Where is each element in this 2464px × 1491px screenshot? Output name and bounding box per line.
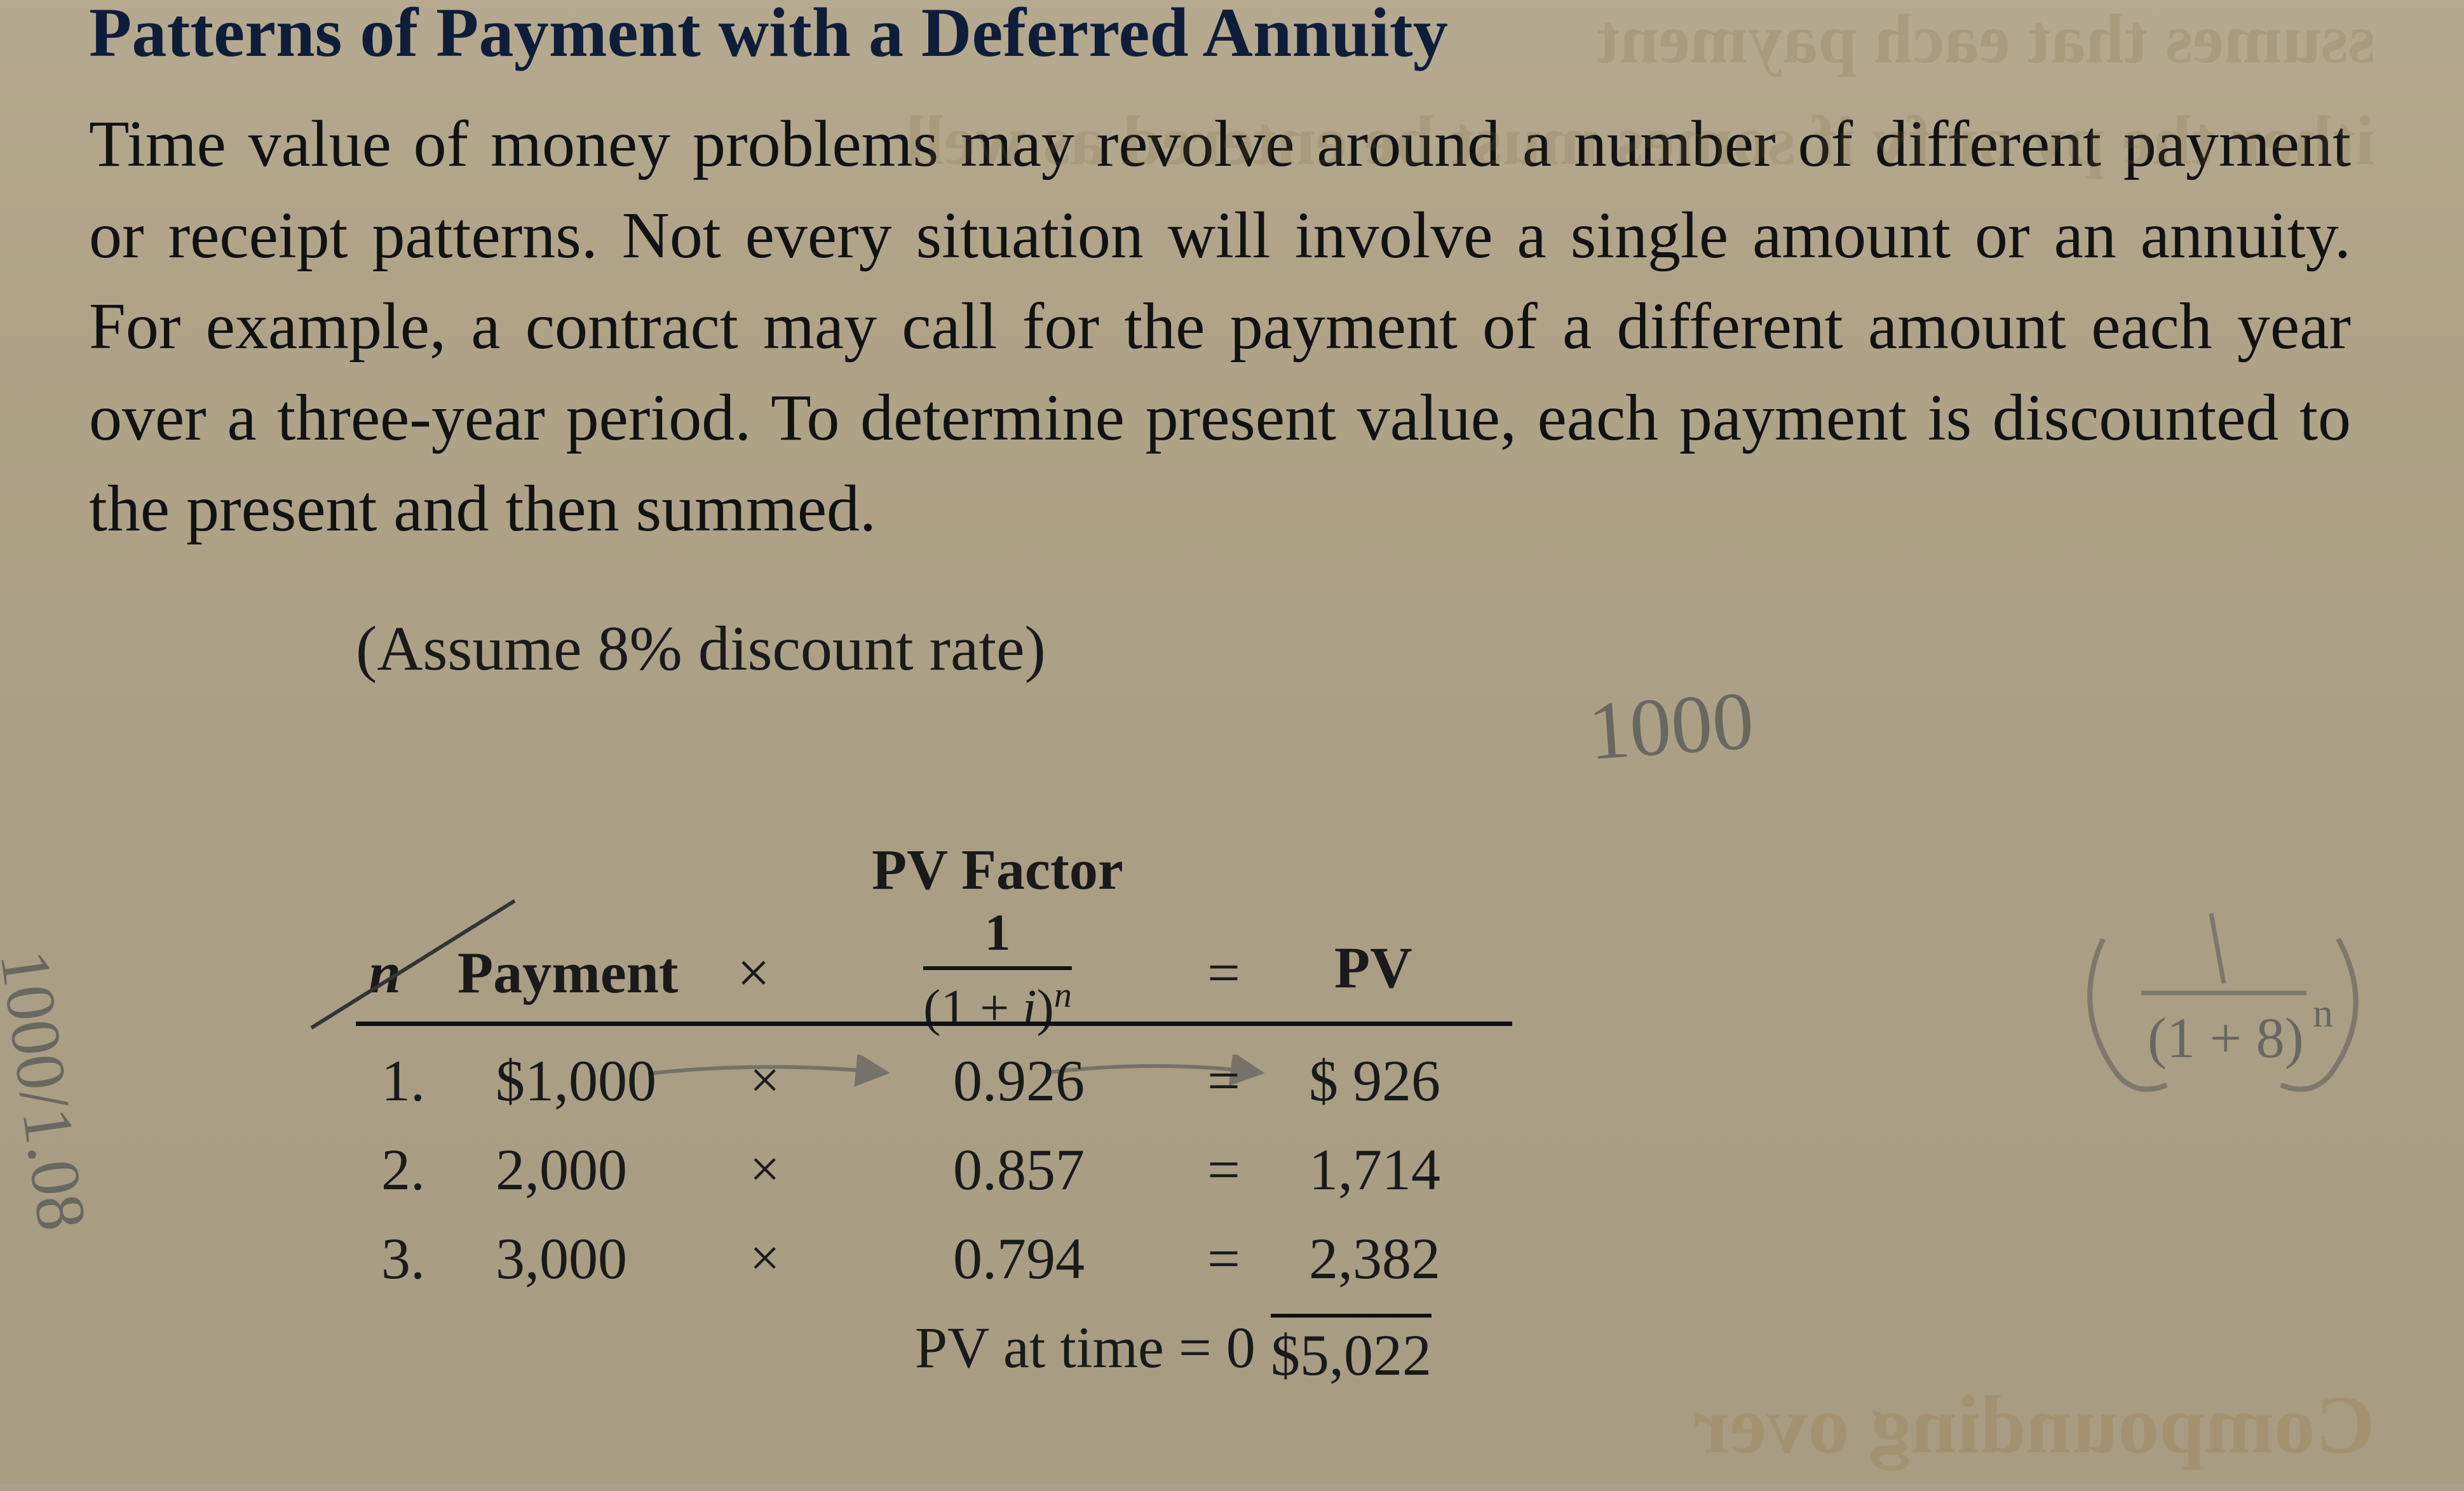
- table-header-row: n Payment × PV Factor 1 (1 + i)n = PV: [330, 856, 1728, 1022]
- cell-pv: $ 926: [1309, 1047, 1440, 1114]
- col-header-payment: Payment: [457, 939, 678, 1006]
- bleed-text-1: ssumes that each payment: [1597, 0, 2375, 79]
- col-header-eq: =: [1207, 939, 1240, 1006]
- cell-n: 2.: [381, 1136, 425, 1203]
- frac-den-i: i: [1022, 978, 1037, 1036]
- frac-den-open: (1 +: [923, 978, 1022, 1036]
- cell-times: ×: [750, 1049, 780, 1111]
- assume-line: (Assume 8% discount rate): [356, 612, 2375, 685]
- cell-times: ×: [750, 1227, 780, 1289]
- cell-pv-val: 926: [1353, 1048, 1440, 1113]
- col-header-pvfactor: PV Factor 1 (1 + i)n: [858, 837, 1137, 1037]
- bleed-text-2: ither the pv or fv if somes must be ente…: [905, 100, 2375, 181]
- col-header-pv: PV: [1334, 934, 1412, 1001]
- hw-right-den: (1 + 8): [2148, 1006, 2304, 1071]
- frac-den-close: ): [1037, 978, 1054, 1036]
- total-label: PV at time = 0: [915, 1315, 1256, 1380]
- pv-table: n Payment × PV Factor 1 (1 + i)n = PV: [330, 856, 1728, 1022]
- cell-pv: 1,714: [1309, 1136, 1440, 1203]
- cell-payment: 3,000: [496, 1225, 627, 1292]
- handwriting-left: 1000/1.08: [0, 945, 103, 1235]
- col-header-times: ×: [737, 939, 770, 1006]
- hw-right-exp: n: [2313, 990, 2333, 1037]
- fraction-numerator: 1: [923, 903, 1072, 970]
- cell-n: 3.: [381, 1225, 425, 1292]
- pvfactor-title: PV Factor: [858, 837, 1137, 903]
- page-root: ssumes that each payment ither the pv or…: [0, 0, 2464, 1483]
- total-value: $5,022: [1271, 1314, 1432, 1389]
- cell-factor: 0.926: [953, 1047, 1085, 1114]
- handwriting-right-fraction: (1 + 8) n: [2059, 882, 2389, 1114]
- col-header-n: n: [369, 939, 401, 1006]
- cell-factor: 0.794: [953, 1225, 1085, 1292]
- cell-eq: =: [1207, 1136, 1240, 1203]
- cell-n: 1.: [381, 1047, 425, 1114]
- header-rule: [356, 1022, 1512, 1026]
- cell-eq: =: [1207, 1047, 1240, 1114]
- cell-pv-val: 1,714: [1309, 1137, 1440, 1202]
- cell-payment: 2,000: [496, 1136, 627, 1203]
- total-row: PV at time = 0 $5,022: [915, 1314, 1256, 1381]
- cell-pv-prefix: $: [1309, 1048, 1353, 1113]
- cell-payment: $1,000: [496, 1047, 656, 1114]
- fraction-denominator: (1 + i)n: [923, 970, 1072, 1037]
- cell-pv-val: 2,382: [1309, 1226, 1440, 1291]
- pvfactor-fraction: 1 (1 + i)n: [923, 903, 1072, 1037]
- bleed-text-3: Compounding over: [1693, 1377, 2375, 1473]
- handwriting-top: 1000: [1585, 673, 1757, 779]
- frac-den-exp: n: [1054, 976, 1072, 1015]
- cell-pv: 2,382: [1309, 1225, 1440, 1292]
- cell-factor: 0.857: [953, 1136, 1085, 1203]
- cell-times: ×: [750, 1138, 780, 1200]
- cell-eq: =: [1207, 1225, 1240, 1292]
